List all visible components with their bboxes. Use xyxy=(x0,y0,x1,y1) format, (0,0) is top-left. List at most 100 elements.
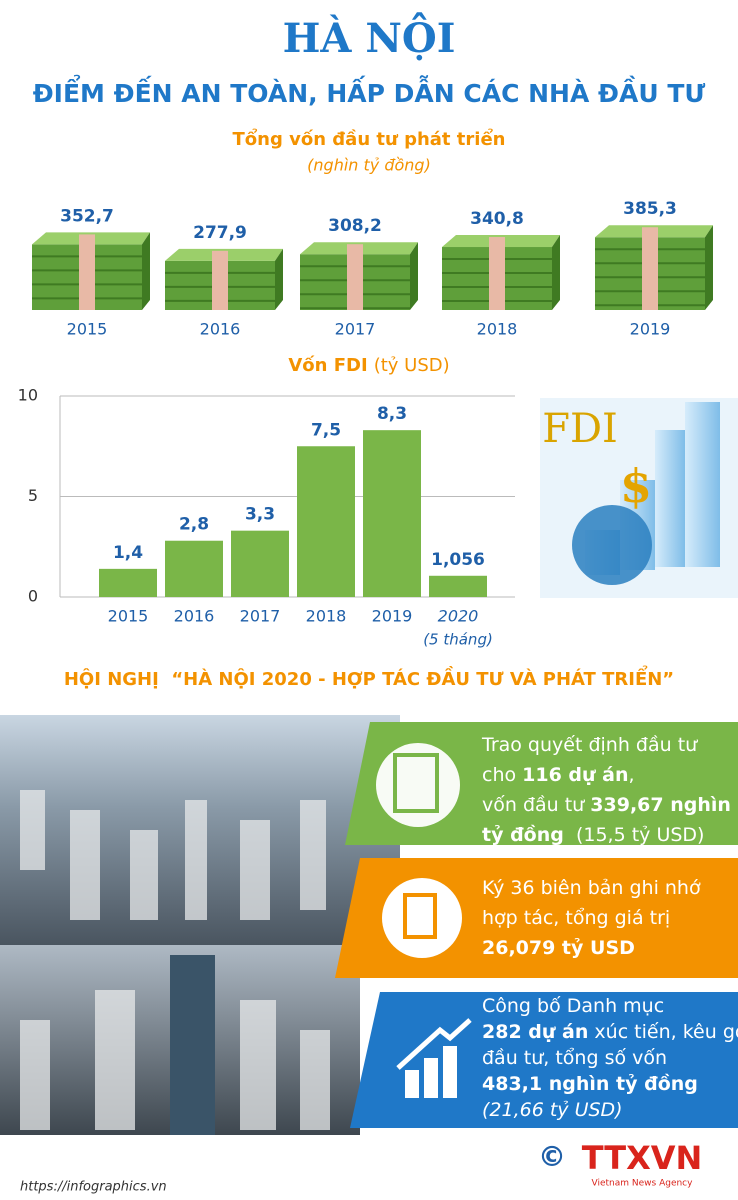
value-label: 308,2 xyxy=(328,216,382,236)
icon-checklist-frame xyxy=(393,753,439,813)
fdi-illustration: $ FDI xyxy=(540,398,738,598)
bar xyxy=(297,446,355,597)
chart-title: Tổng vốn đầu tư phát triển xyxy=(233,128,506,150)
value-label: 352,7 xyxy=(60,206,114,226)
stack-band xyxy=(212,250,228,310)
icon-document xyxy=(382,878,462,958)
conference-title: HỘI NGHỊ “HÀ NỘI 2020 - HỢP TÁC ĐẦU TƯ V… xyxy=(64,665,674,690)
bar xyxy=(429,575,487,597)
panel-text: hợp tác, tổng giá trị xyxy=(482,907,670,929)
panel-line: 26,079 tỷ USD xyxy=(482,937,635,959)
value-label: 340,8 xyxy=(470,209,524,229)
x-annotation: (5 tháng) xyxy=(423,631,493,649)
stack-side xyxy=(275,248,283,310)
stack-side xyxy=(410,242,418,310)
panel-line: vốn đầu tư 339,67 nghìn xyxy=(482,794,731,816)
fdi-label: FDI xyxy=(542,406,618,452)
buildings xyxy=(20,790,330,1130)
panel-text: 339,67 nghìn xyxy=(590,794,731,816)
copyright: © xyxy=(538,1140,566,1173)
value-label: 1,056 xyxy=(431,550,485,570)
panel-line: (21,66 tỷ USD) xyxy=(482,1099,623,1121)
value-label: 7,5 xyxy=(311,420,341,440)
panel-line: Công bố Danh mục xyxy=(482,995,664,1017)
panel-text: 282 dự án xyxy=(482,1021,588,1043)
subtitle: ĐIỂM ĐẾN AN TOÀN, HẤP DẪN CÁC NHÀ ĐẦU TƯ xyxy=(33,74,706,108)
panels xyxy=(335,722,738,1128)
panel-text: Ký 36 biên bản ghi nhớ xyxy=(482,877,701,899)
x-tick-label: 2016 xyxy=(174,607,215,626)
panel-text: Trao quyết định đầu tư xyxy=(481,734,698,756)
chart-subtitle: (nghìn tỷ đồng) xyxy=(307,156,431,175)
panel-line: Trao quyết định đầu tư xyxy=(481,734,698,756)
illustration-bar xyxy=(655,430,685,567)
stack-side xyxy=(705,225,713,310)
money-stack xyxy=(32,232,150,310)
panel-text: tỷ đồng xyxy=(482,823,564,846)
bar xyxy=(231,530,289,597)
money-stack xyxy=(300,242,418,310)
panel-text: 116 dự án xyxy=(522,764,628,786)
tower xyxy=(170,955,215,1135)
panel-line: đầu tư, tổng số vốn xyxy=(482,1047,667,1069)
x-tick-label: 2015 xyxy=(67,320,108,339)
bar xyxy=(99,568,157,597)
value-label: 385,3 xyxy=(623,199,677,219)
x-tick-label: 2018 xyxy=(477,320,518,339)
value-label: 8,3 xyxy=(377,404,407,424)
panel-line: hợp tác, tổng giá trị xyxy=(482,907,670,929)
agency: Vietnam News Agency xyxy=(592,1179,694,1189)
y-tick-label: 10 xyxy=(18,386,38,405)
footer-url: https://infographics.vn xyxy=(20,1180,167,1195)
stack-band xyxy=(489,237,505,310)
panel-text: đầu tư, tổng số vốn xyxy=(482,1047,667,1069)
icon-growth xyxy=(396,1018,472,1098)
money-stack xyxy=(165,248,283,310)
bar xyxy=(165,540,223,597)
x-tick-label: 2018 xyxy=(306,607,347,626)
x-tick-label: 2015 xyxy=(108,607,149,626)
panel-text: cho xyxy=(482,764,522,786)
illustration-bar xyxy=(685,402,720,567)
panel-text: (15,5 tỷ USD) xyxy=(564,824,705,846)
value-label: 277,9 xyxy=(193,223,247,243)
panel-text: vốn đầu tư xyxy=(482,794,590,816)
money-stack xyxy=(442,235,560,310)
y-tick-label: 0 xyxy=(28,587,38,606)
stack-band xyxy=(347,244,363,310)
stack-side xyxy=(142,232,150,310)
panel-line: 483,1 nghìn tỷ đồng xyxy=(482,1072,698,1095)
bar xyxy=(363,430,421,597)
panel-text: xúc tiến, kêu gọi xyxy=(588,1021,738,1043)
value-label: 2,8 xyxy=(179,515,209,535)
chart-unit: (tỷ USD) xyxy=(374,355,450,376)
y-tick-label: 5 xyxy=(28,486,38,505)
dollar-sign: $ xyxy=(620,459,652,513)
panel-text: Công bố Danh mục xyxy=(482,995,664,1017)
x-tick-label: 2019 xyxy=(630,320,671,339)
panel-line: cho 116 dự án, xyxy=(482,764,635,786)
x-tick-label: 2017 xyxy=(335,320,376,339)
money-stack xyxy=(595,225,713,310)
stack-band xyxy=(79,234,95,310)
x-tick-label: 2017 xyxy=(240,607,281,626)
value-label: 1,4 xyxy=(113,543,143,563)
stack-band xyxy=(642,227,658,310)
chart-title-text: Vốn FDI xyxy=(288,355,367,376)
chart-title: Vốn FDI (tỷ USD) xyxy=(288,355,449,376)
panel-text: (21,66 tỷ USD) xyxy=(482,1099,623,1121)
icon-document-frame xyxy=(403,893,437,939)
panel-text: 483,1 nghìn tỷ đồng xyxy=(482,1072,698,1095)
panel-line: Ký 36 biên bản ghi nhớ xyxy=(482,877,701,899)
panel-text: 26,079 tỷ USD xyxy=(482,937,635,959)
x-tick-label: 2016 xyxy=(200,320,241,339)
x-tick-label: 2019 xyxy=(372,607,413,626)
value-label: 3,3 xyxy=(245,505,275,525)
panel-line: 282 dự án xúc tiến, kêu gọi xyxy=(482,1021,738,1043)
globe xyxy=(572,505,652,585)
logo: TTXVN xyxy=(582,1139,703,1177)
panel-text: , xyxy=(629,764,635,786)
panel-line: tỷ đồng (15,5 tỷ USD) xyxy=(482,823,704,846)
stack-side xyxy=(552,235,560,310)
